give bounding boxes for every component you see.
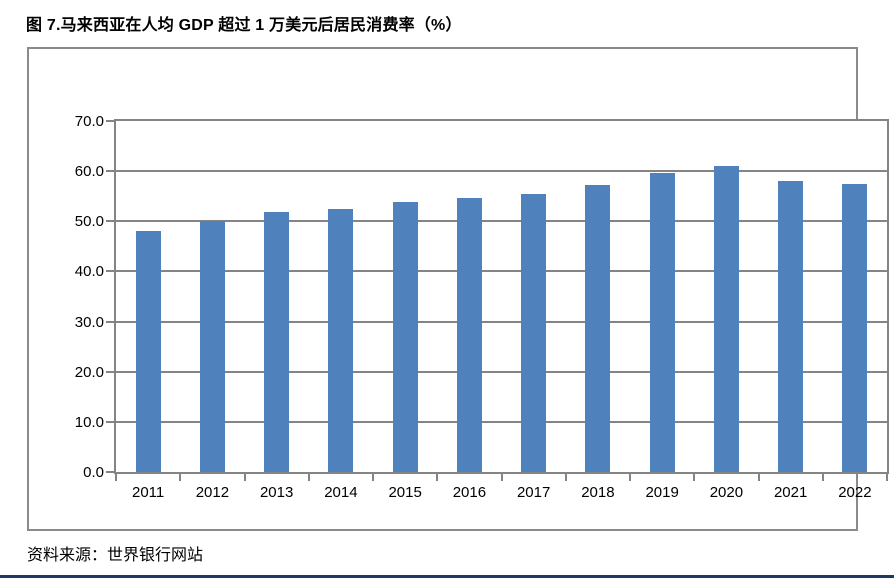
- y-axis-tick: [106, 471, 114, 473]
- bar-2011: [135, 231, 161, 472]
- x-axis-tick: [693, 474, 696, 481]
- gridline: [116, 270, 887, 273]
- bar-2015: [392, 201, 418, 472]
- x-axis-label: 2016: [452, 484, 487, 501]
- bar-2012: [199, 221, 225, 472]
- x-axis-label: 2020: [709, 484, 744, 501]
- x-axis-label: 2019: [645, 484, 679, 501]
- gridline: [116, 320, 887, 323]
- x-axis-tick: [629, 474, 631, 481]
- x-axis-label: 2014: [324, 484, 358, 501]
- bar-2021: [778, 181, 804, 472]
- x-axis-tick: [500, 474, 503, 481]
- gridline: [116, 170, 887, 173]
- bar-2018: [585, 184, 611, 472]
- y-axis-label: 60.0: [74, 163, 104, 181]
- chart-title: 图 7.马来西亚在人均 GDP 超过 1 万美元后居民消费率（%）: [26, 17, 462, 34]
- x-axis-label: 2021: [773, 484, 808, 501]
- gridline: [116, 220, 887, 223]
- x-axis-label: 2022: [838, 484, 872, 501]
- y-axis-tick: [106, 220, 114, 223]
- y-axis-label: 20.0: [74, 363, 104, 381]
- bar-2013: [264, 212, 290, 472]
- y-axis-tick: [106, 170, 114, 173]
- x-axis-tick: [307, 474, 310, 481]
- x-axis-tick: [436, 474, 439, 481]
- source-note: 资料来源：世界银行网站: [27, 547, 204, 564]
- x-axis-label: 2011: [131, 484, 165, 501]
- x-axis-tick: [821, 474, 824, 481]
- x-axis-label: 2013: [259, 484, 294, 501]
- x-axis-tick: [372, 474, 374, 481]
- bar-2014: [328, 209, 354, 472]
- y-axis-tick: [106, 320, 114, 323]
- gridline: [116, 370, 887, 373]
- chart-frame: 0.0 10.0 20.0 30.0 40.0 50.0 60.0 70.0 2011 2012 2…: [27, 47, 889, 531]
- y-axis-label: 70.0: [74, 113, 104, 130]
- x-axis-label: 2018: [581, 484, 615, 501]
- x-axis-tick: [179, 474, 182, 481]
- x-axis-tick: [757, 474, 760, 481]
- x-axis-tick: [564, 474, 567, 481]
- y-axis-tick: [106, 270, 114, 273]
- x-axis-tick: [243, 474, 246, 481]
- bar-2016: [456, 197, 482, 472]
- y-axis-label: 10.0: [74, 413, 104, 431]
- y-axis-tick: [106, 370, 114, 373]
- y-axis-label: 50.0: [74, 213, 104, 231]
- gridline: [116, 420, 887, 423]
- y-axis-label: 40.0: [74, 263, 104, 281]
- x-axis-label: 2017: [516, 484, 551, 501]
- bottom-rule: [0, 575, 894, 578]
- x-axis-tick: [115, 474, 117, 481]
- bar-2022: [842, 183, 868, 472]
- x-axis-tick: [886, 474, 888, 481]
- x-axis-label: 2012: [195, 484, 230, 501]
- y-axis-label: 0.0: [83, 464, 104, 481]
- bar-2020: [713, 165, 739, 472]
- bar-2019: [649, 173, 675, 472]
- y-axis-label: 30.0: [74, 313, 104, 331]
- plot-area: 0.0 10.0 20.0 30.0 40.0 50.0 60.0 70.0 2011 2012 2…: [75, 113, 889, 501]
- y-axis-tick: [106, 120, 114, 122]
- x-axis-label: 2015: [388, 484, 422, 501]
- bar-2017: [521, 194, 547, 472]
- y-axis-tick: [106, 420, 114, 423]
